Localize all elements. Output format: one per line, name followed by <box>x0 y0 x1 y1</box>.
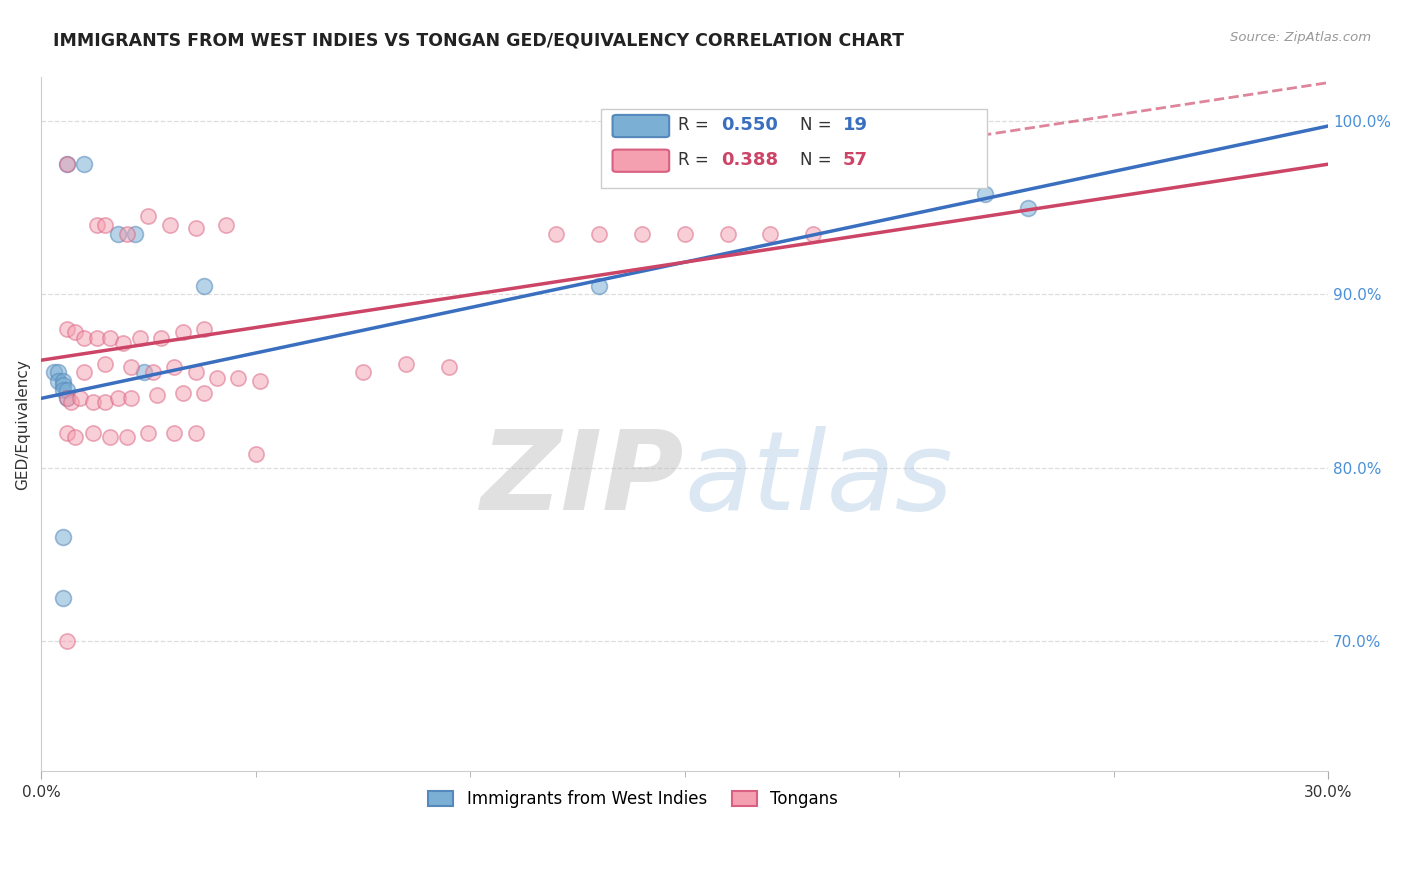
Point <box>65 429 87 443</box>
Point <box>82 395 104 409</box>
Text: 19: 19 <box>844 116 868 135</box>
Text: IMMIGRANTS FROM WEST INDIES VS TONGAN GED/EQUIVALENCY CORRELATION CHART: IMMIGRANTS FROM WEST INDIES VS TONGAN GE… <box>53 31 904 49</box>
Point <box>111 335 134 350</box>
Point <box>128 331 150 345</box>
Point <box>352 365 374 379</box>
Point <box>56 426 79 441</box>
Point <box>124 227 146 241</box>
Point <box>205 370 228 384</box>
Text: 0.388: 0.388 <box>721 151 778 169</box>
Point <box>94 395 117 409</box>
Point <box>120 360 142 375</box>
Point <box>214 218 236 232</box>
Point <box>163 426 186 441</box>
Point <box>193 386 215 401</box>
Point <box>86 331 108 345</box>
Point <box>51 374 73 388</box>
Point <box>82 426 104 441</box>
Text: ZIP: ZIP <box>481 426 685 533</box>
Text: N =: N = <box>800 151 838 169</box>
Point <box>716 227 738 241</box>
Y-axis label: GED/Equivalency: GED/Equivalency <box>15 359 30 490</box>
Point <box>193 278 215 293</box>
Point <box>184 426 207 441</box>
Text: Source: ZipAtlas.com: Source: ZipAtlas.com <box>1230 31 1371 45</box>
Point <box>588 227 610 241</box>
Point <box>138 426 160 441</box>
Point <box>51 377 73 392</box>
Point <box>544 227 567 241</box>
Point <box>801 227 824 241</box>
Point <box>630 227 652 241</box>
FancyBboxPatch shape <box>613 115 669 137</box>
Point <box>245 447 267 461</box>
Point <box>56 157 79 171</box>
Point <box>60 395 83 409</box>
Point <box>142 365 165 379</box>
Point <box>73 331 96 345</box>
Point <box>98 429 121 443</box>
Point <box>73 365 96 379</box>
Point <box>86 218 108 232</box>
Point <box>51 530 73 544</box>
Legend: Immigrants from West Indies, Tongans: Immigrants from West Indies, Tongans <box>422 784 845 815</box>
Point <box>159 218 181 232</box>
Text: 57: 57 <box>844 151 868 169</box>
Point <box>146 388 169 402</box>
Point <box>163 360 186 375</box>
Point <box>65 326 87 340</box>
Point <box>51 591 73 605</box>
Text: R =: R = <box>678 151 714 169</box>
Point <box>56 392 79 406</box>
Point <box>184 365 207 379</box>
Point <box>51 383 73 397</box>
Point <box>56 634 79 648</box>
Point <box>115 429 138 443</box>
Point <box>73 157 96 171</box>
Text: 0.550: 0.550 <box>721 116 778 135</box>
Point <box>974 186 997 201</box>
Point <box>56 383 79 397</box>
FancyBboxPatch shape <box>613 150 669 172</box>
Point <box>107 227 129 241</box>
Point <box>184 221 207 235</box>
Point <box>94 218 117 232</box>
Point <box>1017 201 1039 215</box>
Point <box>69 392 91 406</box>
FancyBboxPatch shape <box>600 109 987 188</box>
Point <box>56 322 79 336</box>
Point <box>56 392 79 406</box>
Point <box>150 331 173 345</box>
Point <box>115 227 138 241</box>
Point <box>172 386 194 401</box>
Point <box>46 374 69 388</box>
Point <box>228 370 250 384</box>
Point <box>56 157 79 171</box>
Point <box>193 322 215 336</box>
Point <box>46 365 69 379</box>
Point <box>395 357 418 371</box>
Point <box>249 374 271 388</box>
Point <box>107 392 129 406</box>
Point <box>437 360 460 375</box>
Point <box>120 392 142 406</box>
Text: R =: R = <box>678 116 714 135</box>
Point <box>172 326 194 340</box>
Point <box>138 209 160 223</box>
Point <box>673 227 696 241</box>
Text: N =: N = <box>800 116 838 135</box>
Point <box>588 278 610 293</box>
Point <box>94 357 117 371</box>
Point <box>759 227 782 241</box>
Text: atlas: atlas <box>685 426 953 533</box>
Point <box>42 365 65 379</box>
Point <box>132 365 155 379</box>
Point <box>98 331 121 345</box>
